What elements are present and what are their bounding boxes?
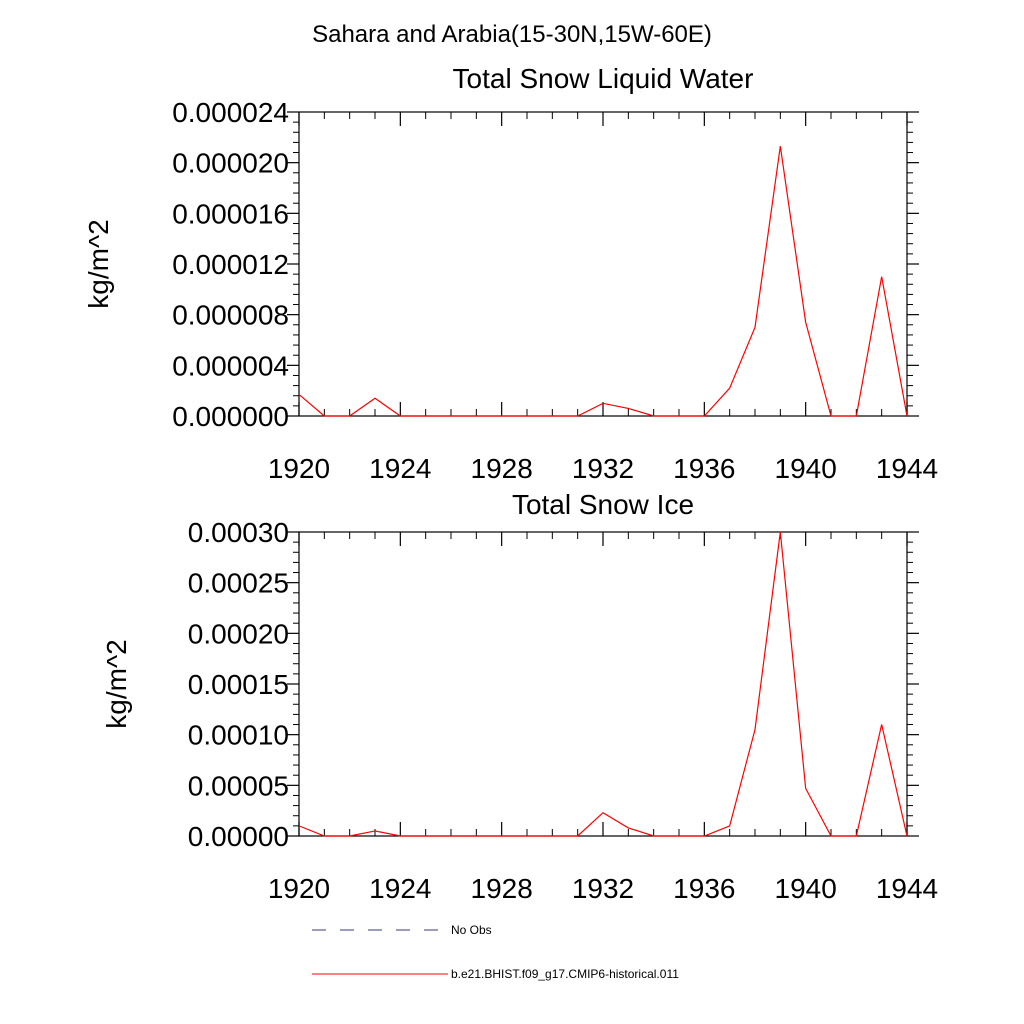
x-tick-label: 1936 [673, 453, 735, 484]
y-tick-label: 0.000012 [172, 249, 289, 280]
legend-label-model: b.e21.BHIST.f09_g17.CMIP6-historical.011 [451, 967, 679, 981]
x-tick-label: 1932 [572, 453, 634, 484]
figure-suptitle: Sahara and Arabia(15-30N,15W-60E) [312, 21, 712, 48]
y-tick-label: 0.00020 [188, 618, 289, 649]
plot-frame [298, 111, 908, 417]
chart-title: Total Snow Ice [512, 489, 694, 520]
x-tick-label: 1920 [268, 453, 330, 484]
y-tick-label: 0.000016 [172, 198, 289, 229]
y-tick-label: 0.00030 [188, 517, 289, 548]
series-line [298, 531, 908, 837]
y-tick-label: 0.000024 [172, 97, 289, 128]
chart-title: Total Snow Liquid Water [453, 63, 754, 94]
y-axis-label: kg/m^2 [101, 639, 132, 728]
x-tick-label: 1920 [268, 873, 330, 904]
series-line [298, 146, 908, 417]
x-tick-label: 1924 [369, 873, 431, 904]
panel-total-snow-ice: Total Snow Ice kg/m^2 1920 1924 1928 1932 1936… [101, 489, 938, 904]
x-tick-label: 1936 [673, 873, 735, 904]
y-tick-label: 0.00010 [188, 720, 289, 751]
y-tick-label: 0.000004 [172, 350, 289, 381]
y-tick-label: 0.000008 [172, 300, 289, 331]
legend-label-no-obs: No Obs [451, 923, 492, 937]
y-axis-label: kg/m^2 [83, 219, 114, 308]
y-tick-label: 0.00025 [188, 568, 289, 599]
x-tick-label: 1928 [471, 873, 533, 904]
y-tick-label: 0.000000 [172, 401, 289, 432]
y-tick-label: 0.00000 [188, 821, 289, 852]
x-tick-label: 1928 [471, 453, 533, 484]
x-tick-label: 1944 [876, 453, 938, 484]
y-tick-label: 0.000020 [172, 148, 289, 179]
x-tick-label: 1944 [876, 873, 938, 904]
y-tick-label: 0.00015 [188, 669, 289, 700]
x-tick-label: 1940 [775, 453, 837, 484]
plot-frame [298, 531, 908, 837]
y-tick-label: 0.00005 [188, 770, 289, 801]
legend: No Obs b.e21.BHIST.f09_g17.CMIP6-histori… [312, 923, 679, 981]
x-tick-label: 1940 [775, 873, 837, 904]
x-tick-label: 1932 [572, 873, 634, 904]
x-tick-label: 1924 [369, 453, 431, 484]
panel-total-snow-liquid-water: Total Snow Liquid Water kg/m^2 1920 1924 192… [83, 63, 938, 484]
